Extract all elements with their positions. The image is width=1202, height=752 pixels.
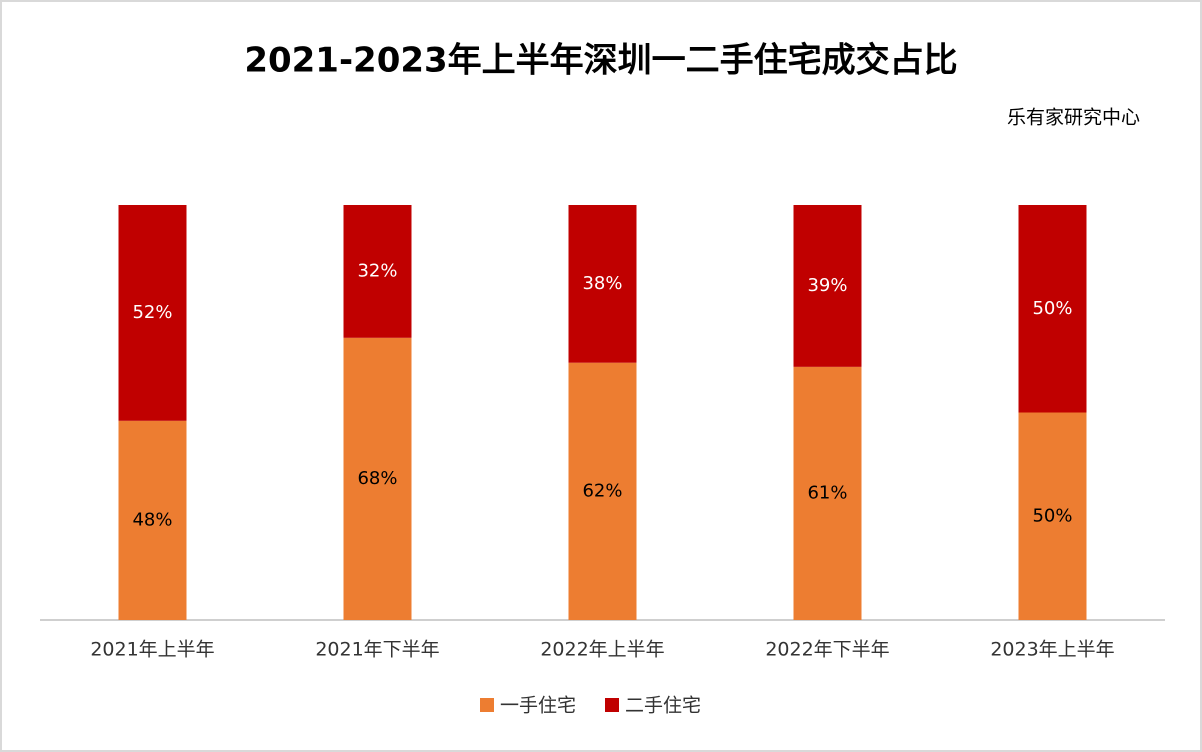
value-label: 62% [582,480,622,501]
bar-segment [118,420,187,620]
value-label: 61% [807,482,847,503]
chart-subtitle: 乐有家研究中心 [1007,107,1140,129]
legend-label: 二手住宅 [625,695,701,717]
bar-segment [1018,205,1087,413]
bar-segment [1018,412,1087,620]
bar-segment [118,205,187,421]
value-label: 50% [1032,505,1072,526]
value-label: 32% [357,260,397,281]
bar-segment [793,366,862,620]
x-tick-label: 2022年下半年 [765,639,889,661]
value-label: 48% [132,509,172,530]
chart-title: 2021-2023年上半年深圳一二手住宅成交占比 [244,41,957,81]
value-label: 39% [807,275,847,296]
value-label: 52% [132,302,172,323]
x-tick-label: 2021年下半年 [315,639,439,661]
value-label: 50% [1032,298,1072,319]
legend-label: 一手住宅 [500,695,576,717]
bar-segment [793,205,862,367]
value-label: 38% [582,273,622,294]
legend-swatch [605,698,619,712]
x-tick-label: 2021年上半年 [90,639,214,661]
x-tick-label: 2023年上半年 [990,639,1114,661]
legend-swatch [480,698,494,712]
value-label: 68% [357,468,397,489]
bar-segment [568,362,637,620]
bar-segment [343,205,412,338]
bar-segment [568,205,637,363]
x-tick-label: 2022年上半年 [540,639,664,661]
bar-segment [343,337,412,620]
